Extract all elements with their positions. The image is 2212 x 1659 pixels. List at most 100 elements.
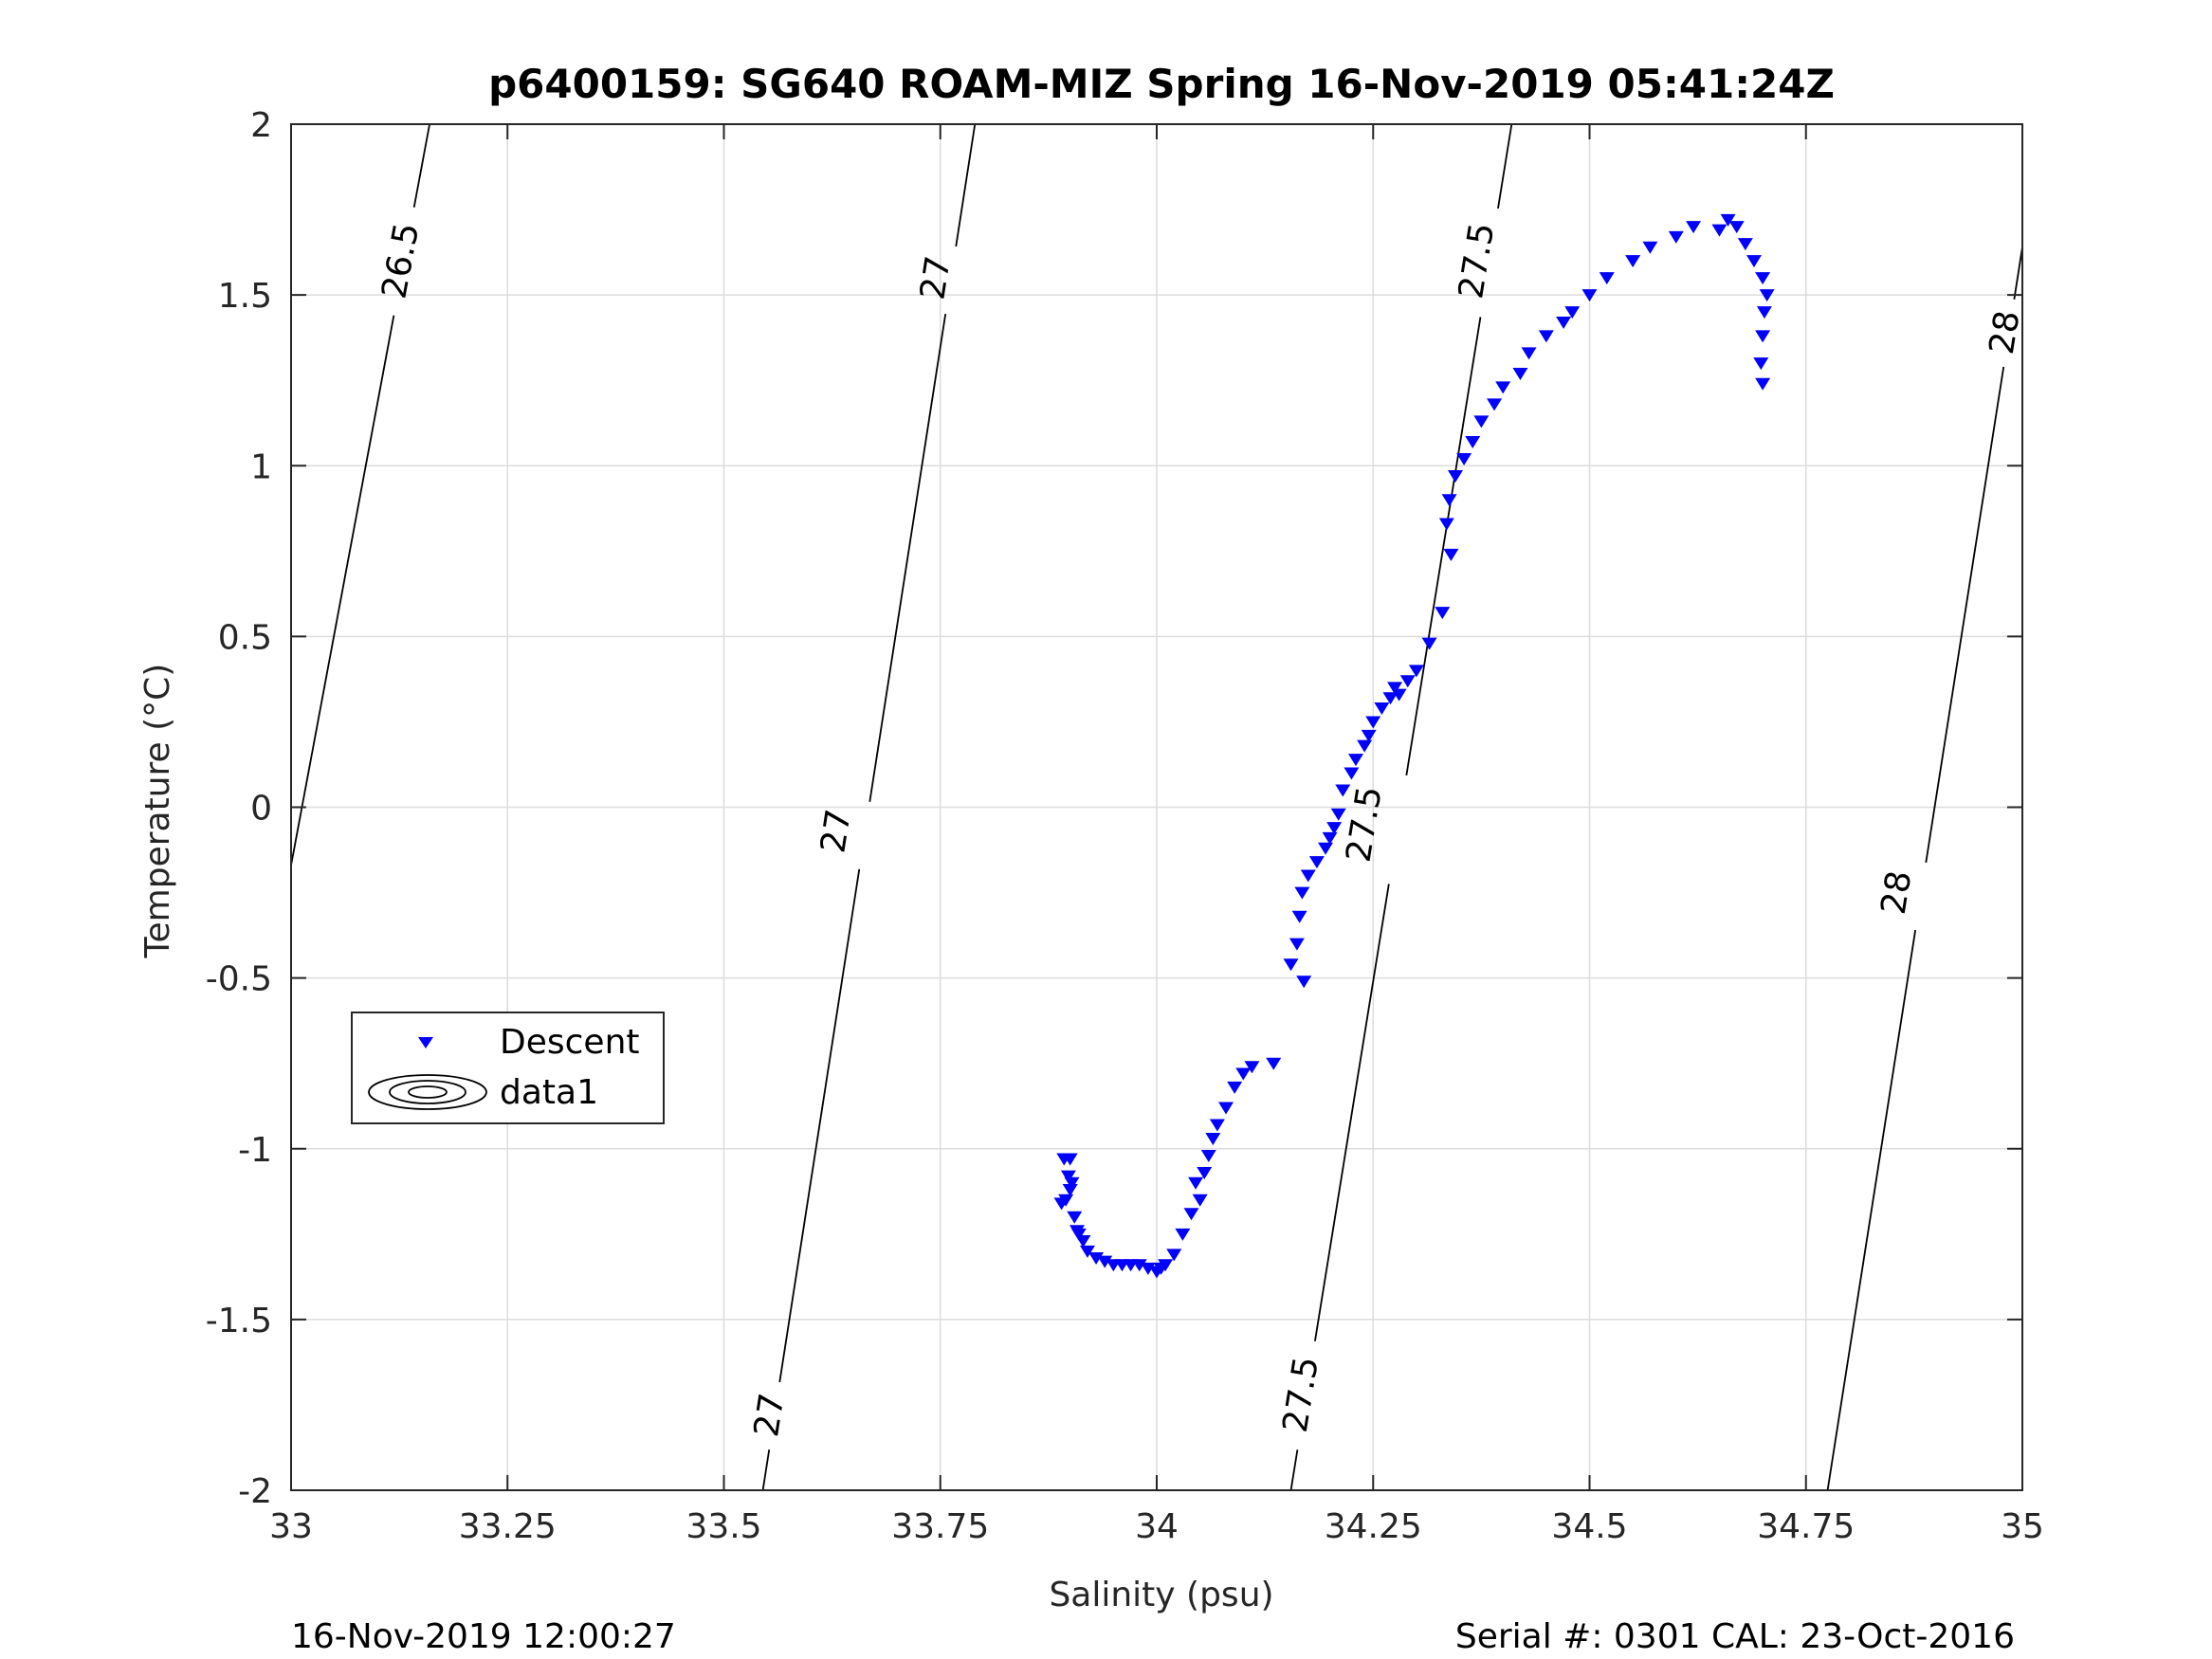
y-tick-label: 0 [250,790,272,829]
descent-point [1711,224,1728,237]
descent-point [1192,1194,1208,1207]
descent-point [1438,518,1454,531]
descent-point [1283,958,1299,972]
contour-label: 27 [913,253,959,302]
descent-point [1443,548,1459,561]
x-axis-label: Salinity (psu) [1049,1576,1273,1614]
legend-box [351,1012,665,1124]
descent-point [1266,1057,1282,1070]
isopycnal-line-28 [1925,366,2005,864]
descent-point [1382,692,1398,705]
legend-contour-icon [368,1074,487,1110]
descent-point [1465,436,1481,449]
descent-point [1746,255,1762,268]
legend-descent-label: Descent [500,1023,640,1062]
y-tick-label: 1 [250,447,272,486]
isopycnal-line-27 [761,1449,771,1491]
isopycnal-line-27 [778,868,861,1383]
y-tick-label: 1.5 [218,277,272,316]
isopycnal-line-28 [2013,246,2023,300]
descent-point [1335,784,1351,797]
descent-point [1755,377,1771,391]
descent-point [1755,272,1771,285]
descent-point [1062,1183,1078,1196]
descent-point [1538,330,1554,343]
x-tick-label: 33.75 [891,1507,989,1546]
contour-label: 27 [747,1391,793,1440]
descent-point [1227,1081,1243,1094]
descent-point [1244,1061,1260,1074]
descent-point [1070,1228,1087,1241]
isopycnal-line-26-5 [412,123,430,208]
descent-point [1330,808,1346,821]
x-tick-label: 33.5 [686,1507,761,1546]
descent-point [1289,938,1305,951]
descent-point [1387,682,1403,695]
descent-point [1737,238,1753,251]
descent-point [1296,975,1312,989]
descent-point [1599,272,1615,285]
descent-point [1291,910,1307,923]
descent-point [1197,1166,1213,1179]
descent-point [1300,869,1316,883]
descent-point [1175,1228,1191,1241]
descent-point [1473,415,1490,428]
descent-point [1166,1249,1182,1262]
descent-point [1235,1067,1252,1081]
descent-point [1753,357,1769,371]
descent-point [1067,1211,1083,1224]
x-tick-label: 34.5 [1551,1507,1627,1546]
descent-point [1088,1252,1105,1266]
isopycnal-line-27-5 [1289,1449,1299,1491]
descent-point [1060,1170,1076,1183]
descent-point [1408,665,1424,678]
descent-point [1097,1255,1113,1268]
descent-point [1318,842,1334,855]
descent-point [1435,607,1451,620]
descent-markers [1053,213,1775,1279]
descent-point [1294,886,1310,900]
legend: Descent data1 [351,1012,665,1124]
contour-label: 28 [1983,308,2028,357]
x-tick-label: 35 [2001,1507,2044,1546]
footer-timestamp: 16-Nov-2019 12:00:27 [291,1617,676,1656]
x-tick-label: 34 [1135,1507,1179,1546]
descent-point [1391,688,1407,702]
y-tick-label: 2 [250,106,272,145]
descent-point [1374,702,1390,716]
descent-point [1521,347,1537,360]
contour-label: 27 [814,807,859,856]
descent-point [1064,1176,1080,1190]
descent-point [1322,831,1338,845]
descent-point [1487,398,1503,411]
contour-label: 28 [1874,868,1920,918]
descent-point [1158,1259,1174,1272]
isopycnal-line-27-5 [1314,884,1390,1341]
legend-descent-marker [418,1037,433,1048]
descent-point [1399,675,1416,688]
isopycnal-line-27 [868,313,947,802]
descent-point [1581,289,1598,302]
descent-point [1188,1176,1204,1190]
descent-point [1140,1262,1156,1275]
x-tick-label: 33.25 [459,1507,557,1546]
x-tick-label: 34.75 [1757,1507,1855,1546]
descent-point [1218,1102,1234,1115]
descent-point [1668,230,1684,244]
descent-point [1344,767,1360,780]
descent-point [1759,289,1775,302]
descent-point [1441,494,1457,507]
descent-point [1361,729,1377,742]
y-tick-label: -1 [238,1131,272,1170]
descent-point [1205,1132,1221,1145]
descent-point [1642,241,1658,254]
descent-point [1200,1149,1216,1162]
y-axis-label: Temperature (°C) [138,664,177,959]
descent-point [1326,822,1343,835]
footer-serial-cal: Serial #: 0301 CAL: 23-Oct-2016 [1455,1617,2015,1656]
descent-point [1556,316,1572,329]
descent-point [1447,470,1463,483]
x-tick-label: 33 [269,1507,313,1546]
descent-point [1421,637,1437,650]
tick-labels: 33 33.25 33.5 33.75 34 34.25 34.5 34.75 35 -2 -1.5… [206,106,2044,1546]
